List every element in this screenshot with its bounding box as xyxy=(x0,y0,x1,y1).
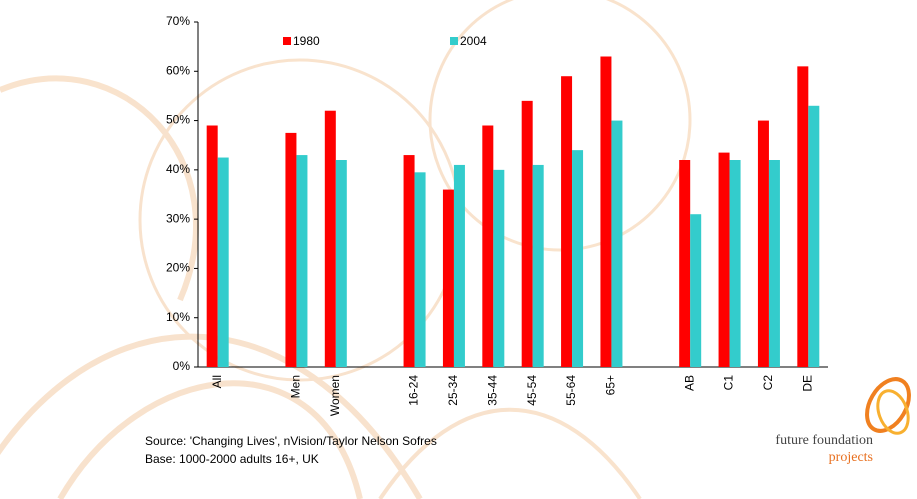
legend-label: 1980 xyxy=(293,34,320,48)
x-tick-label: All xyxy=(210,375,224,388)
x-tick-label: 55-64 xyxy=(564,375,578,406)
bar xyxy=(729,160,741,367)
y-tick-label: 70% xyxy=(166,14,190,28)
bar xyxy=(206,125,218,367)
legend-swatch xyxy=(283,37,291,45)
logo: future foundation projects xyxy=(775,377,911,465)
bar xyxy=(718,152,730,367)
x-tick-label: 65+ xyxy=(604,375,618,395)
bar xyxy=(532,164,544,367)
bar xyxy=(285,132,297,367)
bar xyxy=(768,160,780,367)
bar xyxy=(561,76,573,367)
source-note: Source: 'Changing Lives', nVision/Taylor… xyxy=(145,434,437,448)
bar xyxy=(493,169,505,367)
y-tick-label: 10% xyxy=(166,310,190,324)
logo-sub: projects xyxy=(829,450,873,465)
y-tick-label: 40% xyxy=(166,162,190,176)
base-note: Base: 1000-2000 adults 16+, UK xyxy=(145,452,319,466)
bar xyxy=(690,214,702,367)
bar xyxy=(296,155,308,367)
x-tick-label: DE xyxy=(800,375,814,392)
bar xyxy=(600,56,612,367)
bar xyxy=(442,189,454,367)
legend-label: 2004 xyxy=(460,34,487,48)
plot-area: 0% 10% 20% 30% 40% 50% 60% 70% All Men Women 16-24 2… xyxy=(166,14,828,416)
bar xyxy=(324,110,336,367)
bar xyxy=(679,160,691,367)
bar xyxy=(808,105,820,368)
y-tick-label: 20% xyxy=(166,261,190,275)
bar xyxy=(217,157,229,367)
bar xyxy=(757,120,769,367)
bar xyxy=(482,125,494,367)
x-tick-label: Women xyxy=(328,375,342,416)
bar xyxy=(453,164,465,367)
y-tick-label: 30% xyxy=(166,211,190,225)
bar xyxy=(521,100,533,367)
legend-swatch xyxy=(450,37,458,45)
background-decoration xyxy=(0,0,692,499)
bar xyxy=(335,160,347,367)
x-tick-label: 35-44 xyxy=(485,375,499,406)
x-tick-label: AB xyxy=(682,375,696,391)
y-tick-label: 50% xyxy=(166,113,190,127)
bar xyxy=(611,120,623,367)
bar xyxy=(572,150,584,367)
x-tick-label: Men xyxy=(289,375,303,398)
x-tick-label: C2 xyxy=(761,375,775,391)
x-tick-label: 25-34 xyxy=(446,375,460,406)
bar xyxy=(414,172,426,367)
bar xyxy=(797,66,809,367)
bar xyxy=(403,155,415,367)
y-tick-label: 60% xyxy=(166,63,190,77)
x-tick-label: 45-54 xyxy=(525,375,539,406)
x-tick-label: 16-24 xyxy=(407,375,421,406)
x-tick-label: C1 xyxy=(722,375,736,391)
y-tick-label: 0% xyxy=(173,359,191,373)
logo-name: future foundation xyxy=(775,433,873,448)
